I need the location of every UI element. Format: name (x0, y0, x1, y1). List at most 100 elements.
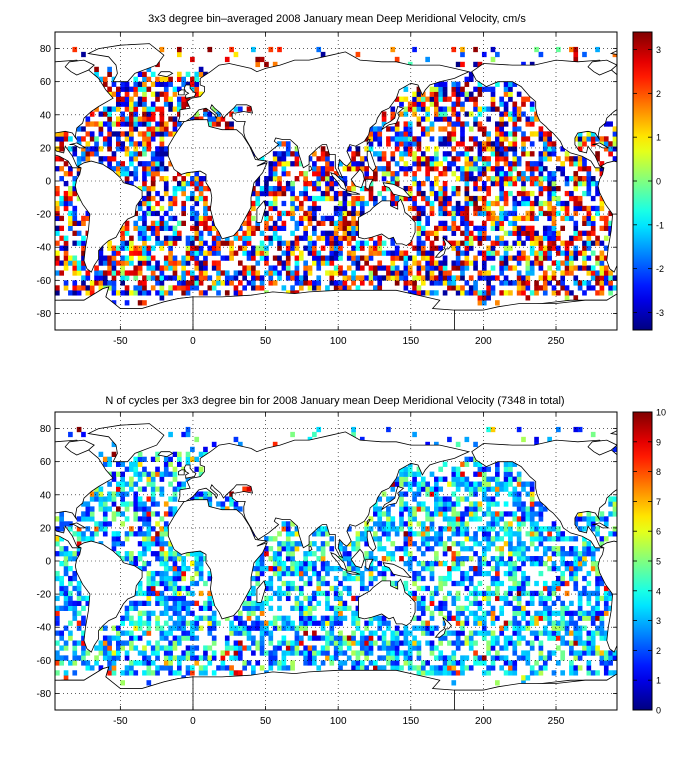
velocity-bin (281, 151, 287, 157)
count-bin (464, 546, 470, 552)
count-bin (612, 670, 617, 676)
count-bin (316, 665, 322, 671)
count-bin (529, 630, 535, 636)
count-bin (338, 660, 343, 666)
velocity-bin (246, 255, 252, 261)
velocity-bin (412, 136, 417, 142)
velocity-bin (612, 141, 617, 147)
velocity-bin (512, 111, 518, 117)
count-bin (251, 600, 256, 606)
velocity-bin (312, 205, 317, 212)
velocity-bin (508, 181, 513, 187)
count-bin (290, 665, 295, 671)
velocity-bin (394, 270, 400, 276)
velocity-bin (499, 96, 505, 102)
velocity-bin (416, 121, 422, 127)
count-bin (168, 615, 173, 621)
count-bin (285, 595, 291, 602)
count-bin (525, 516, 531, 522)
velocity-bin (63, 235, 69, 241)
velocity-bin (246, 250, 252, 256)
velocity-bin (569, 156, 574, 162)
count-bin (556, 585, 561, 592)
count-bin (508, 665, 513, 671)
velocity-bin (412, 275, 417, 281)
velocity-bin (599, 195, 605, 202)
velocity-bin (251, 285, 256, 291)
velocity-bin (55, 240, 60, 246)
velocity-bin (185, 171, 191, 177)
count-bin (312, 615, 317, 621)
velocity-bin (198, 235, 204, 241)
count-bin (569, 665, 574, 671)
velocity-bin (359, 210, 365, 217)
velocity-bin (495, 195, 500, 202)
velocity-bin (495, 250, 500, 256)
velocity-bin (333, 190, 339, 197)
velocity-bin (468, 245, 474, 251)
velocity-bin (124, 245, 130, 251)
count-bin (464, 605, 470, 611)
count-bin (137, 580, 143, 587)
velocity-bin (516, 176, 522, 182)
count-bin (442, 506, 448, 512)
velocity-bin (303, 190, 308, 197)
count-bin (325, 561, 330, 567)
count-bin (172, 511, 178, 517)
velocity-bin (429, 260, 435, 266)
count-bin (181, 575, 186, 582)
count-bin (268, 580, 274, 587)
velocity-bin (133, 225, 139, 231)
count-bin (81, 630, 86, 636)
velocity-bin (425, 111, 430, 117)
velocity-bin (551, 181, 557, 187)
count-bin (346, 640, 352, 646)
velocity-bin (612, 136, 617, 142)
velocity-bin (272, 61, 278, 68)
velocity-bin (447, 285, 452, 291)
velocity-bin (481, 86, 487, 92)
count-bin (346, 526, 352, 532)
velocity-bin (185, 285, 191, 291)
velocity-bin (586, 215, 592, 222)
count-bin (312, 590, 317, 597)
velocity-bin (569, 215, 574, 222)
velocity-bin (359, 280, 365, 286)
velocity-bin (203, 111, 208, 117)
velocity-bin (495, 275, 500, 281)
count-bin (569, 660, 574, 666)
velocity-bin (429, 156, 435, 162)
velocity-bin (508, 280, 513, 286)
count-bin (203, 496, 208, 502)
velocity-bin (198, 250, 204, 256)
count-bin (521, 590, 526, 597)
velocity-bin (277, 185, 282, 192)
velocity-bin (351, 225, 356, 231)
count-bin (342, 570, 348, 577)
count-bin (538, 506, 544, 512)
count-bin (194, 561, 200, 567)
count-bin (586, 511, 592, 517)
count-bin (285, 640, 291, 646)
count-bin (582, 615, 587, 621)
count-bin (529, 665, 535, 671)
velocity-bin (242, 245, 247, 251)
velocity-bin (460, 265, 465, 271)
velocity-bin (416, 205, 422, 212)
velocity-bin (185, 260, 191, 266)
velocity-bin (298, 200, 304, 207)
count-bin (538, 570, 544, 577)
count-bin (290, 556, 295, 562)
count-bin (176, 670, 182, 676)
count-bin (603, 670, 609, 676)
count-bin (586, 521, 592, 527)
velocity-bin (373, 250, 378, 256)
velocity-bin (120, 290, 126, 296)
count-bin (316, 580, 322, 587)
velocity-bin (307, 156, 313, 162)
velocity-bin (285, 151, 291, 157)
velocity-bin (438, 265, 444, 271)
count-bin (115, 640, 121, 646)
velocity-bin (203, 240, 208, 246)
velocity-bin (325, 235, 330, 241)
